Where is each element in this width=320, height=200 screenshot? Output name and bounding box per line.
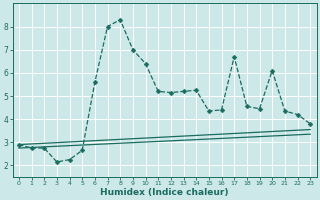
X-axis label: Humidex (Indice chaleur): Humidex (Indice chaleur) (100, 188, 229, 197)
